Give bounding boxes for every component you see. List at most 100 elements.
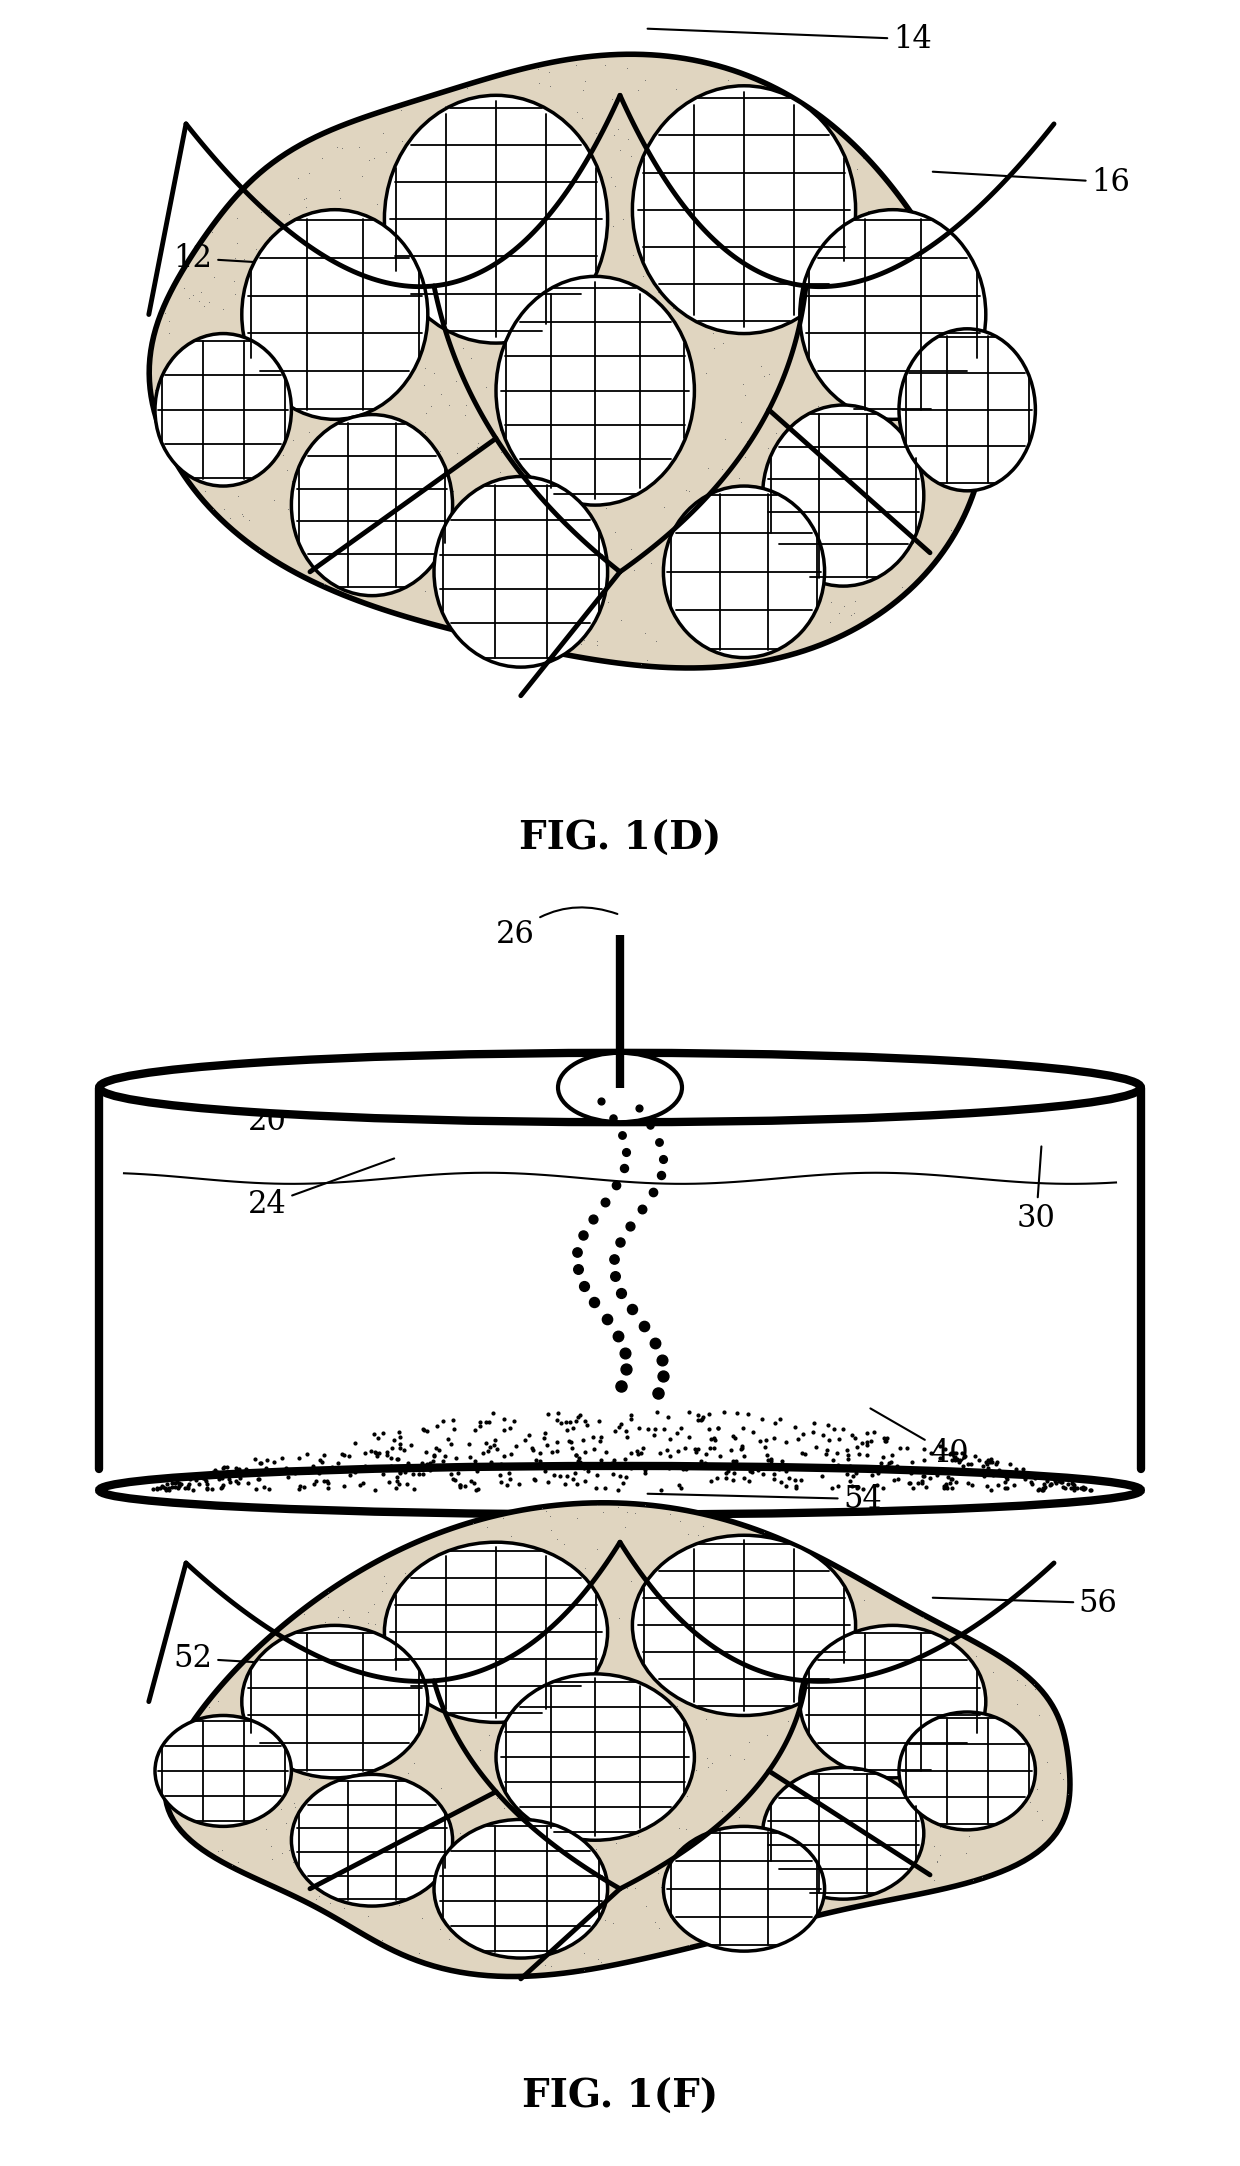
Point (709, 1657, 729, 1692)
Point (616, 1352, 636, 1386)
Point (277, 1451, 296, 1486)
Point (565, 1438, 585, 1473)
Point (216, 1702, 236, 1737)
Point (481, 243, 501, 277)
Point (988, 1466, 1008, 1501)
Point (272, 1440, 291, 1475)
Point (377, 1434, 397, 1469)
Point (329, 1835, 348, 1869)
Point (584, 1419, 604, 1453)
Point (587, 1471, 606, 1505)
Point (647, 1395, 667, 1430)
Point (884, 1462, 904, 1497)
Point (740, 606, 760, 641)
Point (247, 364, 267, 399)
Point (537, 1427, 557, 1462)
Point (254, 1469, 274, 1503)
Point (615, 1412, 635, 1447)
Point (574, 585, 594, 619)
Point (608, 1319, 627, 1354)
Point (708, 1410, 728, 1445)
Point (621, 1564, 641, 1599)
Point (408, 1663, 428, 1698)
Text: 12: 12 (174, 243, 332, 273)
Point (159, 316, 179, 351)
Point (278, 347, 298, 381)
Point (475, 258, 495, 292)
Point (477, 1434, 497, 1469)
Point (557, 1620, 577, 1655)
Point (977, 1447, 997, 1482)
Point (594, 1637, 614, 1672)
Point (888, 1449, 908, 1484)
Point (821, 604, 841, 639)
Point (223, 1456, 243, 1490)
Point (957, 1447, 977, 1482)
Point (1053, 1471, 1073, 1505)
Point (595, 1876, 615, 1910)
Point (283, 1843, 303, 1878)
Point (675, 1850, 694, 1884)
Point (445, 1462, 465, 1497)
Point (238, 1466, 258, 1501)
Point (595, 1471, 615, 1505)
Point (763, 1577, 782, 1612)
Point (495, 1570, 515, 1605)
Point (357, 1778, 377, 1813)
Point (624, 238, 644, 273)
Point (942, 1471, 962, 1505)
Point (789, 1856, 808, 1891)
Point (615, 1336, 635, 1371)
Point (816, 1802, 836, 1837)
Point (621, 1401, 641, 1436)
Point (584, 1432, 604, 1466)
Point (382, 1432, 402, 1466)
Point (771, 1464, 791, 1499)
Point (879, 1858, 899, 1893)
Point (236, 1451, 255, 1486)
Point (309, 1739, 329, 1774)
Point (936, 1469, 956, 1503)
Point (773, 1443, 792, 1477)
Point (487, 1780, 507, 1815)
Point (387, 1605, 407, 1640)
Point (815, 1672, 835, 1707)
Point (432, 377, 451, 412)
Polygon shape (165, 1503, 1070, 1978)
Point (976, 1445, 996, 1479)
Point (513, 1874, 533, 1908)
Point (394, 1432, 414, 1466)
Point (854, 212, 874, 247)
Point (997, 1471, 1017, 1505)
Point (934, 1469, 954, 1503)
Point (1003, 1793, 1023, 1828)
Point (190, 1707, 210, 1741)
Point (895, 1646, 915, 1681)
Point (480, 619, 500, 654)
Point (205, 1453, 224, 1488)
Point (284, 422, 304, 457)
Point (1024, 1462, 1044, 1497)
Point (567, 1404, 587, 1438)
Point (424, 355, 444, 390)
Point (289, 221, 309, 256)
Point (165, 1466, 185, 1501)
Point (810, 1731, 830, 1765)
Point (217, 1796, 237, 1830)
Point (742, 1646, 761, 1681)
Point (749, 1453, 769, 1488)
Point (662, 290, 682, 325)
Point (538, 1555, 558, 1590)
Point (753, 1456, 773, 1490)
Point (738, 1397, 758, 1432)
Point (329, 173, 348, 208)
Point (310, 1443, 330, 1477)
Point (470, 1629, 490, 1663)
Point (635, 1568, 655, 1603)
Point (228, 1843, 248, 1878)
Point (353, 1876, 373, 1910)
Point (838, 1443, 858, 1477)
Point (776, 1425, 796, 1460)
Point (609, 1601, 629, 1635)
Point (931, 271, 951, 305)
